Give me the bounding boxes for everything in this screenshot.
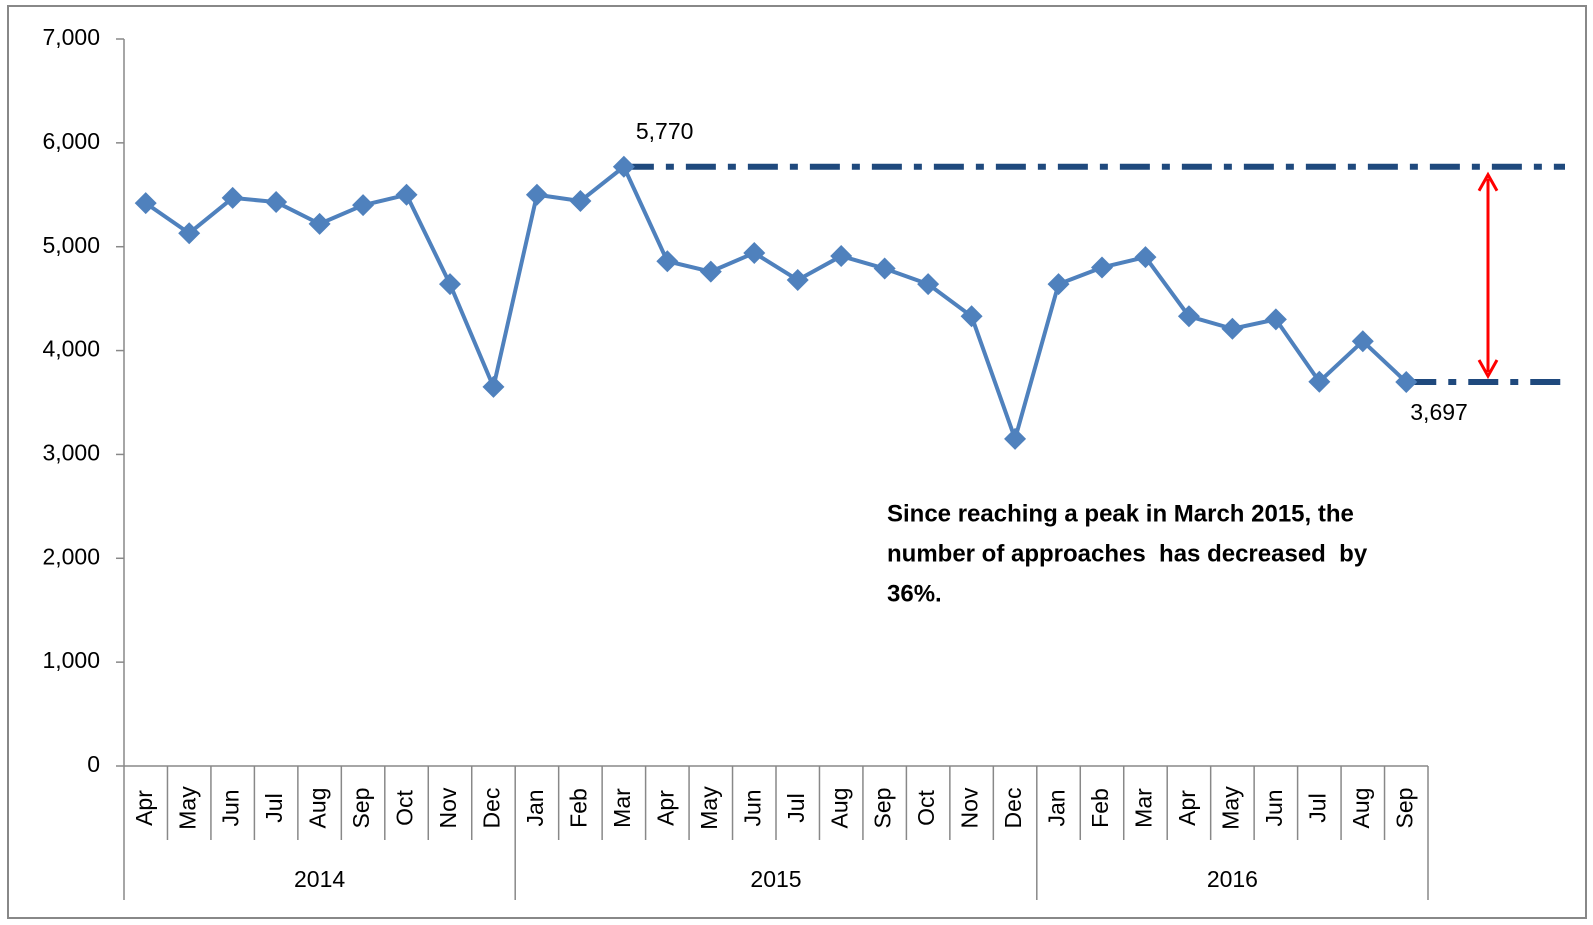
x-tick-label: Jul (1304, 793, 1330, 822)
y-tick-label: 7,000 (42, 24, 100, 50)
x-tick-label: Nov (435, 787, 461, 828)
x-tick-label: Mar (1131, 788, 1157, 828)
point (699, 260, 722, 283)
point (1221, 317, 1244, 340)
point (221, 186, 244, 209)
x-tick-label: Jul (783, 793, 809, 822)
group-label: 2016 (1207, 866, 1258, 892)
point (1177, 305, 1200, 328)
x-tick-label: Sep (870, 788, 896, 829)
point (917, 273, 940, 296)
x-tick-label: Jul (261, 793, 287, 822)
point (1004, 427, 1027, 450)
point (178, 222, 201, 245)
x-tick-label: Feb (1087, 788, 1113, 828)
x-tick-label: Mar (609, 788, 635, 828)
point (308, 212, 331, 235)
x-tick-label: Apr (652, 790, 678, 826)
x-tick-label: Dec (1000, 788, 1026, 829)
x-tick-label: Jun (1261, 789, 1287, 826)
point (612, 155, 635, 178)
point (743, 241, 766, 264)
annotation: 36%. (887, 580, 942, 607)
point (569, 190, 592, 213)
point (873, 257, 896, 280)
group-label: 2015 (750, 866, 801, 892)
x-tick-label: Oct (392, 790, 418, 826)
point (439, 273, 461, 296)
y-tick-label: 3,000 (42, 440, 100, 466)
x-tick-label: Apr (131, 790, 157, 826)
y-tick-label: 5,000 (42, 232, 100, 258)
x-tick-label: Sep (348, 788, 374, 829)
point (395, 183, 418, 206)
point (830, 245, 853, 268)
reference-label: 5,770 (636, 118, 694, 144)
x-tick-label: Nov (957, 787, 983, 828)
x-tick-label: Oct (913, 790, 939, 826)
x-tick-label: Apr (1174, 790, 1200, 826)
point (265, 191, 288, 214)
point (1134, 246, 1157, 269)
point (1047, 273, 1070, 296)
annotation: number of approaches has decreased by (887, 540, 1368, 567)
point (656, 250, 679, 273)
point (1395, 371, 1418, 394)
point (1351, 330, 1374, 353)
y-tick-label: 1,000 (42, 647, 100, 673)
group-label: 2014 (294, 866, 345, 892)
x-tick-label: Jun (218, 789, 244, 826)
y-tick-label: 4,000 (42, 336, 100, 362)
point (1091, 256, 1113, 279)
x-tick-label: May (174, 786, 200, 830)
arrow-head (1477, 359, 1499, 380)
x-tick-label: Aug (826, 788, 852, 829)
y-tick-label: 0 (87, 751, 100, 777)
x-tick-label: Jun (739, 789, 765, 826)
point (786, 268, 809, 291)
arrow-head (1477, 171, 1499, 192)
point (960, 305, 983, 328)
point (352, 194, 375, 217)
x-tick-label: May (1217, 786, 1243, 830)
frame (7, 5, 1587, 919)
point (1308, 370, 1331, 393)
x-tick-label: Dec (479, 788, 505, 829)
y-tick-label: 2,000 (42, 543, 100, 569)
point (525, 183, 548, 206)
x-tick-label: Sep (1391, 788, 1417, 829)
point (134, 192, 157, 215)
x-tick-label: Jan (522, 789, 548, 826)
point (482, 375, 505, 398)
reference-label: 3,697 (1410, 399, 1468, 425)
x-tick-label: Aug (305, 788, 331, 829)
x-tick-label: Aug (1348, 788, 1374, 829)
x-tick-label: Jan (1044, 789, 1070, 826)
x-tick-label: May (696, 786, 722, 830)
point (1264, 308, 1287, 331)
x-tick-label: Feb (565, 788, 591, 828)
y-tick-label: 6,000 (42, 128, 100, 154)
annotation: Since reaching a peak in March 2015, the (887, 500, 1354, 527)
